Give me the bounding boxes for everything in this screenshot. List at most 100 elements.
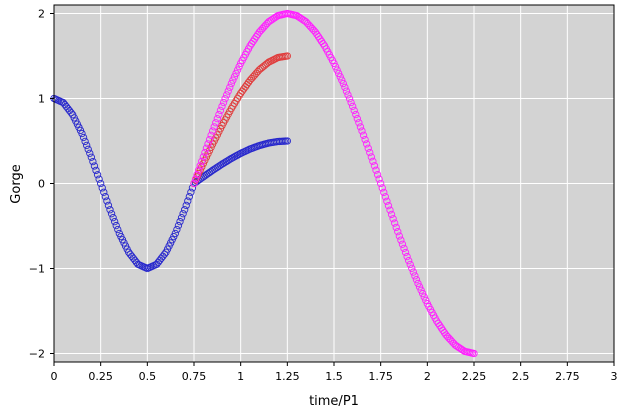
data-point (109, 214, 117, 222)
data-point (383, 197, 391, 205)
data-point (95, 175, 103, 183)
data-point (106, 206, 114, 214)
data-point (394, 228, 402, 236)
data-point (377, 179, 385, 188)
data-point (216, 106, 225, 115)
data-point (190, 179, 198, 188)
data-point (414, 279, 422, 288)
data-point (185, 192, 193, 201)
data-point (342, 87, 351, 95)
x-tick-label: 1 (237, 370, 244, 383)
data-point (196, 162, 204, 170)
data-point (87, 153, 95, 161)
x-tick-label: 2.5 (512, 370, 530, 383)
data-point (369, 157, 377, 165)
data-point (111, 217, 119, 226)
data-point (193, 173, 201, 181)
data-point (198, 157, 206, 165)
data-point (204, 140, 212, 148)
series-2 (190, 52, 291, 188)
x-axis-label: time/P1 (309, 394, 359, 409)
data-point (173, 225, 181, 234)
data-point (408, 264, 416, 272)
data-point (187, 188, 195, 196)
data-point (86, 149, 94, 157)
data-point (226, 83, 234, 91)
data-point (218, 102, 226, 110)
data-point (191, 175, 200, 183)
x-tick-label: 0.75 (182, 370, 207, 383)
data-point (232, 69, 240, 78)
data-point (395, 232, 403, 240)
x-tick-label: 0.5 (139, 370, 157, 383)
data-point (331, 63, 340, 71)
data-point (397, 236, 405, 244)
data-point (358, 127, 366, 135)
data-point (341, 83, 349, 91)
data-point (372, 166, 380, 174)
data-point (417, 286, 425, 294)
data-point (209, 127, 217, 135)
data-point (349, 102, 357, 110)
data-point (370, 162, 379, 170)
data-point (380, 188, 388, 197)
data-point (406, 260, 414, 269)
data-point (100, 188, 108, 196)
y-axis-label: Gorge (9, 164, 24, 203)
data-point (205, 135, 214, 144)
data-point (78, 129, 86, 138)
data-point (350, 106, 358, 115)
data-point (235, 63, 243, 71)
series-3 (190, 9, 478, 358)
data-point (84, 145, 92, 153)
x-tick-label: 2.75 (555, 370, 580, 383)
y-tick-label: 1 (38, 93, 45, 106)
data-point (355, 119, 363, 127)
data-point (98, 184, 106, 192)
data-points (50, 9, 478, 358)
x-tick-label: 0 (51, 370, 58, 383)
data-point (366, 148, 374, 157)
data-point (93, 171, 102, 179)
data-point (401, 248, 410, 257)
data-point (339, 79, 347, 88)
data-point (352, 110, 360, 119)
data-point (405, 257, 413, 265)
data-point (283, 137, 291, 145)
data-point (283, 52, 291, 60)
data-point (389, 215, 397, 223)
data-point (177, 214, 186, 222)
data-point (364, 144, 372, 152)
data-point (114, 225, 122, 234)
x-tick-label: 2 (424, 370, 431, 383)
data-point (107, 210, 116, 218)
data-point (419, 289, 427, 298)
data-point (89, 157, 97, 166)
data-point (83, 141, 91, 150)
x-tick-label: 2.25 (462, 370, 487, 383)
data-point (335, 69, 343, 78)
data-point (201, 148, 209, 157)
data-point (356, 123, 365, 131)
data-point (97, 179, 105, 188)
data-point (101, 192, 109, 201)
data-point (176, 217, 184, 226)
data-point (381, 193, 389, 201)
data-point (347, 98, 355, 107)
data-point (409, 268, 417, 276)
data-point (207, 131, 215, 139)
data-point (398, 240, 407, 248)
data-point (195, 169, 203, 178)
data-point (375, 175, 383, 183)
data-point (219, 98, 228, 107)
data-point (391, 219, 399, 227)
data-point (359, 131, 368, 139)
x-tick-label: 1.75 (368, 370, 393, 383)
y-tick-label: −2 (29, 348, 45, 361)
data-point (227, 79, 235, 88)
data-point (333, 66, 341, 74)
data-point (338, 76, 346, 84)
data-point (400, 244, 408, 253)
data-point (199, 153, 207, 161)
